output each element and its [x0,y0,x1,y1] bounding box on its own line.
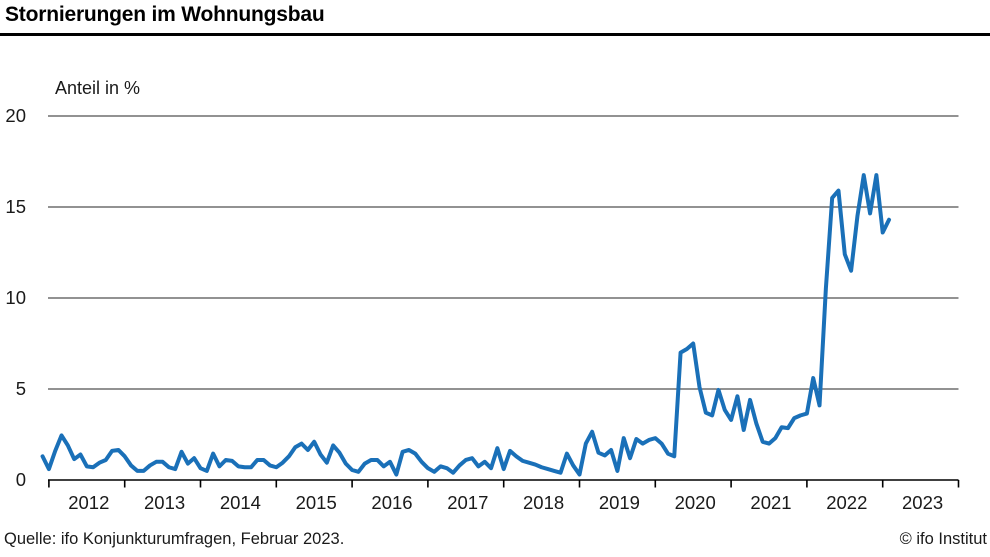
y-axis-tick-label: 5 [15,378,26,399]
x-axis-year-label: 2022 [826,492,868,513]
x-axis-year-label: 2018 [523,492,565,513]
data-line [40,173,892,477]
x-axis-year-label: 2015 [295,492,337,513]
x-axis-year-label: 2014 [219,492,261,513]
x-axis-year-label: 2021 [750,492,792,513]
x-axis-year-label: 2016 [371,492,413,513]
y-axis-unit-label: Anteil in % [55,78,141,98]
y-axis-tick-label: 15 [5,196,26,217]
y-axis-tick-label: 0 [15,469,26,490]
x-axis-year-label: 2019 [598,492,640,513]
x-axis-year-label: 2013 [144,492,186,513]
y-axis-tick-label: 10 [5,287,26,308]
x-axis-year-label: 2020 [674,492,716,513]
page-title: Stornierungen im Wohnungsbau [5,3,325,26]
x-axis-year-label: 2023 [902,492,944,513]
source-note: Quelle: ifo Konjunkturumfragen, Februar … [4,530,345,548]
title-rule [0,33,990,36]
copyright-note: © ifo Institut [899,530,987,548]
y-axis-tick-label: 20 [5,105,26,126]
x-axis-year-label: 2017 [447,492,489,513]
x-axis-year-label: 2012 [68,492,110,513]
